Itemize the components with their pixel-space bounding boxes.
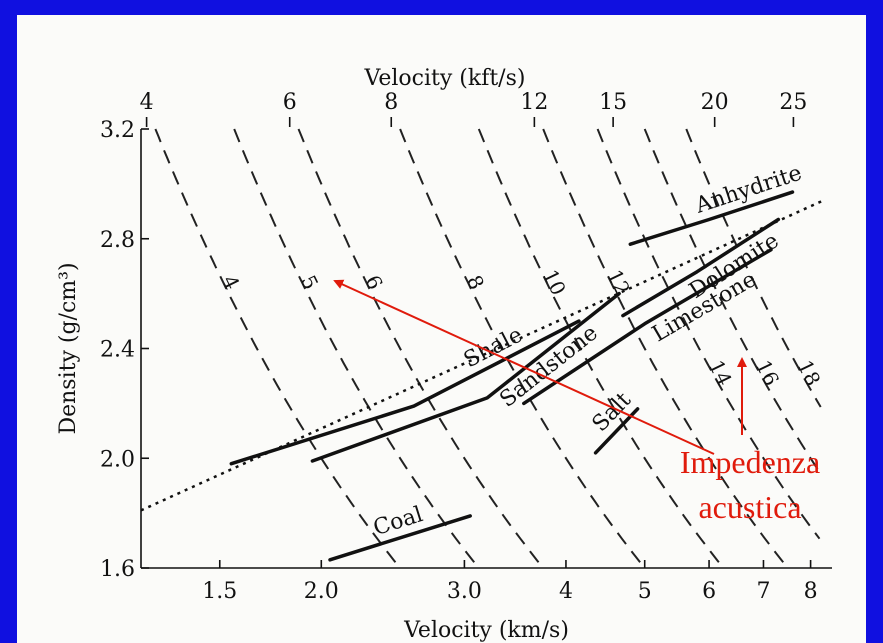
x-tick-label: 5 — [638, 579, 652, 604]
x-top-tick-label: 25 — [779, 90, 807, 115]
trend-line — [140, 199, 825, 512]
impedance-line-6 — [297, 128, 544, 569]
y-tick-label: 2.8 — [100, 228, 135, 253]
impedance-line-12 — [542, 128, 789, 569]
series-line-anhydrite — [628, 190, 795, 246]
series-line-shale — [229, 319, 581, 466]
x-top-tick-label: 15 — [599, 90, 627, 115]
impedance-line-18 — [685, 128, 822, 408]
x-top-tick-label: 6 — [283, 90, 297, 115]
impedance-label-14: 14 — [704, 356, 737, 389]
x-top-tick-label: 8 — [384, 90, 398, 115]
x-tick-label: 6 — [702, 579, 716, 604]
series-label-coal: Coal — [370, 502, 425, 541]
series-line-limestone — [522, 247, 773, 406]
x-tick-label: 2.0 — [304, 579, 339, 604]
x-tick-label: 4 — [559, 579, 573, 604]
impedance-line-10 — [477, 128, 725, 569]
x-tick-label: 7 — [756, 579, 770, 604]
impedance-label-10: 10 — [538, 266, 571, 299]
y-axis-title: Density (g/cm³) — [56, 262, 81, 434]
impedance-line-16 — [643, 128, 821, 474]
x-tick-label: 3.0 — [447, 579, 482, 604]
impedance-label-6: 6 — [361, 271, 388, 293]
series-label-anhydrite: Anhydrite — [692, 161, 805, 219]
callout-label-line2: acustica — [698, 489, 801, 525]
y-tick-label: 1.6 — [100, 557, 135, 582]
impedance-line-5 — [233, 128, 480, 569]
x-tick-label: 8 — [804, 579, 818, 604]
x-top-tick-label: 12 — [520, 90, 548, 115]
series-line-coal — [328, 514, 472, 562]
chart-panel: 4 5 6 8 10 12 14 16 18 1.6 2.0 2.4 2.8 3.2 1.5 2.0 3.0 4 5… — [17, 15, 866, 643]
impedance-label-4: 4 — [217, 271, 244, 293]
x-top-tick-label: 20 — [701, 90, 729, 115]
series-line-dolomite — [621, 217, 781, 318]
x-tick-label: 1.5 — [202, 579, 237, 604]
y-tick-label: 3.2 — [100, 118, 135, 143]
impedance-label-5: 5 — [296, 271, 323, 293]
impedance-line-4 — [154, 128, 401, 569]
callout-arrow-left — [333, 279, 715, 455]
impedance-label-8: 8 — [462, 271, 489, 293]
impedance-label-12: 12 — [602, 266, 635, 299]
impedance-label-18: 18 — [793, 356, 826, 389]
series-line-sandstone — [310, 291, 621, 463]
impedance-line-8 — [399, 128, 646, 569]
impedance-label-16: 16 — [751, 356, 784, 389]
y-tick-label: 2.4 — [100, 338, 135, 363]
x-axis-title: Velocity (km/s) — [403, 618, 569, 643]
series-label-salt: Salt — [588, 388, 637, 437]
y-tick-label: 2.0 — [100, 447, 135, 472]
callout-label-line1: Impedenza — [680, 444, 820, 480]
density-velocity-chart: 4 5 6 8 10 12 14 16 18 1.6 2.0 2.4 2.8 3.2 1.5 2.0 3.0 4 5… — [56, 66, 832, 643]
x-top-tick-label: 4 — [140, 90, 154, 115]
impedance-line-14 — [596, 128, 821, 540]
x-top-axis-title: Velocity (kft/s) — [364, 66, 526, 91]
